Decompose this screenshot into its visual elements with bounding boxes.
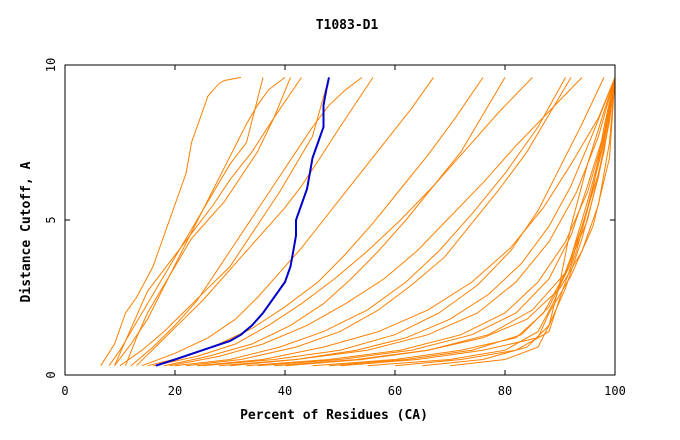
model-curve-17 [312, 77, 616, 367]
model-curve-18 [367, 77, 616, 367]
x-tick-label: 0 [61, 384, 68, 398]
model-curve-14 [174, 77, 566, 367]
y-tick-label: 0 [44, 371, 58, 378]
x-tick-label: 40 [278, 384, 292, 398]
y-tick-label: 10 [44, 58, 58, 72]
model-curve-12 [119, 77, 330, 367]
axis-ticks: 0 20 40 60 80 100 0 5 10 [44, 58, 626, 398]
model-curve-16 [257, 77, 616, 367]
x-tick-label: 80 [498, 384, 512, 398]
model-curve-26 [328, 77, 616, 367]
model-curve-23 [246, 77, 616, 367]
model-curve-8 [284, 77, 616, 367]
model-curve-9 [339, 77, 616, 367]
model-curve-20 [125, 77, 291, 366]
x-tick-label: 100 [604, 384, 626, 398]
x-tick-label: 20 [168, 384, 182, 398]
highlight-series-line [155, 77, 330, 367]
model-curve-6 [185, 77, 572, 367]
model-curve-5 [163, 77, 506, 367]
model-curve-29 [169, 77, 583, 367]
model-curve-22 [196, 77, 616, 367]
chart-title: T1083-D1 [316, 18, 379, 33]
model-curve-13 [147, 77, 484, 367]
model-curve-4 [141, 77, 434, 367]
model-curve-28 [114, 77, 302, 366]
y-tick-label: 5 [44, 216, 58, 223]
model-curves [100, 76, 616, 367]
plot-frame [64, 64, 616, 376]
model-curve-27 [449, 77, 616, 367]
model-curve-15 [202, 77, 605, 367]
x-tick-label: 60 [388, 384, 402, 398]
model-curve-1 [100, 76, 242, 366]
model-curve-30 [273, 77, 616, 367]
model-curve-3 [130, 77, 363, 367]
model-curve-25 [218, 77, 616, 367]
y-axis-label: Distance Cutoff, A [19, 161, 34, 302]
model-curve-24 [136, 77, 374, 367]
highlight-curve [155, 77, 330, 367]
model-curve-11 [108, 77, 264, 366]
model-curve-21 [152, 77, 533, 367]
x-axis-label: Percent of Residues (CA) [240, 408, 428, 423]
model-curve-7 [229, 77, 616, 367]
